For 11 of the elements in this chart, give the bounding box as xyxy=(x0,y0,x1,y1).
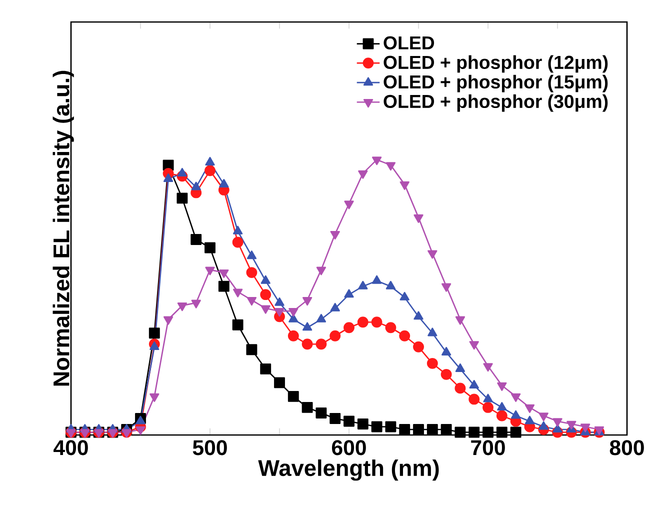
x-tick-label: 500 xyxy=(192,440,227,456)
legend-label: OLED + phosphor (30μm) xyxy=(384,94,608,112)
legend-label: OLED xyxy=(384,36,434,50)
legend-label: OLED + phosphor (12μm) xyxy=(384,55,608,73)
x-tick-label: 400 xyxy=(54,440,88,456)
legend-label: OLED + phosphor (15μm) xyxy=(384,74,608,92)
x-tick-label: 700 xyxy=(471,440,505,456)
x-tick-label: 800 xyxy=(610,440,644,456)
x-tick-label: 600 xyxy=(332,440,366,456)
y-axis-title: Normalized EL intensity (a.u.) xyxy=(52,70,74,386)
x-axis-title: Wavelength (nm) xyxy=(258,459,439,481)
